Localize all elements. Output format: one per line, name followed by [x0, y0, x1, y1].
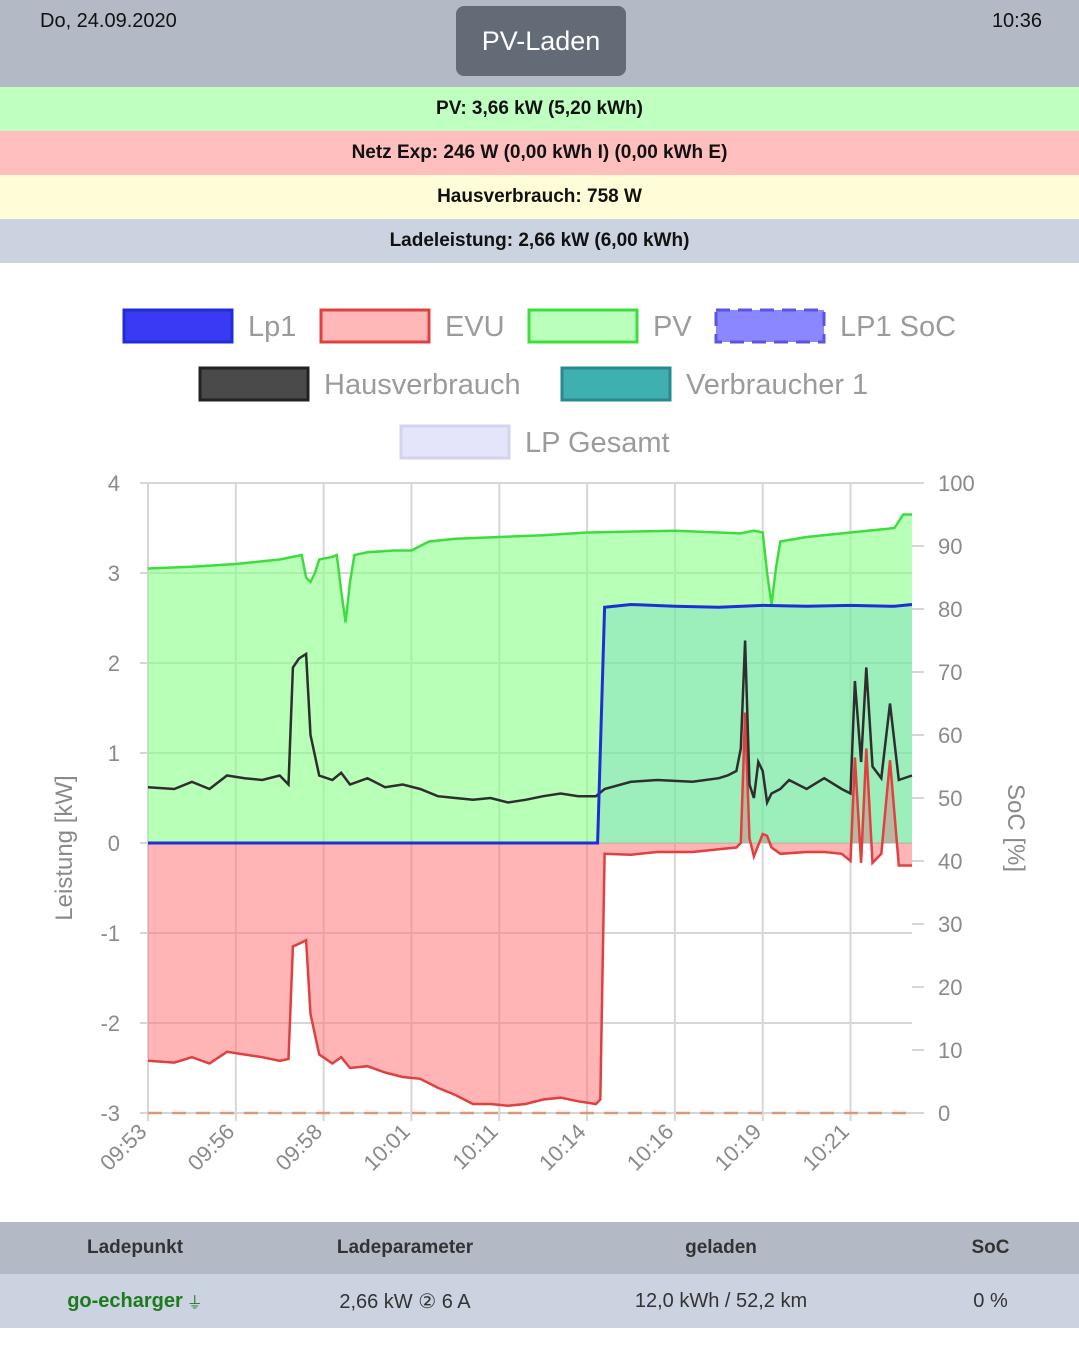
legend-label-haus: Hausverbrauch [324, 369, 521, 401]
header-ladepunkt: Ladepunkt [86, 1237, 184, 1258]
header-ladeparameter: Ladeparameter [336, 1237, 474, 1258]
x-tick-label: 10:01 [358, 1119, 415, 1176]
y-right-tick-label: 90 [938, 534, 962, 559]
legend-label-soc: LP1 SoC [840, 311, 956, 343]
power-chart-svg: Lp1 EVU PV LP1 SoC Hausverbrauch Verbraucher … [51, 308, 1029, 1176]
y-tick-label: 2 [108, 651, 120, 676]
chargepoint-row: go-echarger ⏚ 2,66 kW ② 6 A 12,0 kWh / 5… [0, 1274, 1079, 1328]
y-right-tick-label: 70 [938, 660, 962, 685]
chargepoint-name-cell[interactable]: go-echarger ⏚ [0, 1274, 270, 1328]
y-tick-label: 3 [108, 561, 120, 586]
y-tick-label: 4 [108, 471, 120, 496]
y-right-tick-label: 30 [938, 912, 962, 937]
soc-value: 0 % [973, 1289, 1008, 1312]
y-right-tick-label: 0 [938, 1101, 950, 1126]
header-bar: Do, 24.09.2020 PV-Laden 10:36 [0, 0, 1079, 87]
chargepoint-table-header: Ladepunkt Ladeparameter geladen SoC [0, 1222, 1079, 1274]
legend-swatch-lp_gesamt [399, 424, 511, 460]
header-soc: SoC [971, 1237, 1010, 1258]
y-tick-label: 0 [108, 831, 120, 856]
x-tick-label: 10:19 [710, 1119, 767, 1176]
x-tick-label: 09:58 [271, 1119, 328, 1176]
lp1-area [148, 604, 912, 843]
pv-area [148, 514, 912, 843]
header-geladen: geladen [685, 1237, 757, 1258]
legend-swatch-soc [714, 308, 826, 344]
charged-amount: 12,0 kWh / 52,2 km [634, 1289, 808, 1312]
legend-swatch-pv [527, 308, 639, 344]
haus-line [147, 640, 913, 807]
legend-swatch-evu [319, 308, 431, 344]
charge-mode-button[interactable]: PV-Laden [456, 6, 626, 76]
y-right-tick-label: 100 [938, 471, 975, 496]
y-right-tick-label: 60 [938, 723, 962, 748]
legend-swatch-haus [198, 366, 310, 402]
chargepoint-name[interactable]: go-echarger [67, 1289, 183, 1312]
charge-parameters: 2,66 kW ② 6 A [339, 1290, 471, 1313]
plug-icon: ⏚ [186, 1295, 203, 1312]
legend-swatch-verbraucher [560, 366, 672, 402]
pv-info-row: PV: 3,66 kW (5,20 kWh) [0, 87, 1079, 131]
y-right-tick-label: 50 [938, 786, 962, 811]
y-right-tick-label: 40 [938, 849, 962, 874]
power-chart: Lp1 EVU PV LP1 SoC Hausverbrauch Verbraucher … [0, 263, 1079, 1220]
legend-label-verbraucher: Verbraucher 1 [686, 369, 868, 401]
y-right-tick-label: 10 [938, 1038, 962, 1063]
pv-line [147, 513, 912, 623]
x-tick-label: 10:16 [622, 1119, 679, 1176]
time-label: 10:36 [991, 10, 1042, 32]
date-label: Do, 24.09.2020 [40, 10, 177, 32]
evu-area [148, 712, 912, 1106]
y-right-tick-label: 80 [938, 597, 962, 622]
y-right-tick-label: 20 [938, 975, 962, 1000]
lp1-line [148, 602, 913, 845]
y-tick-label: -1 [100, 921, 120, 946]
legend-label-lp_gesamt: LP Gesamt [525, 427, 670, 459]
y-right-axis-title: SoC [%] [1002, 784, 1029, 872]
y-tick-label: 1 [108, 741, 120, 766]
y-tick-label: -2 [100, 1011, 120, 1036]
x-tick-label: 10:21 [797, 1119, 854, 1176]
evu-line [147, 712, 912, 1108]
x-tick-label: 09:53 [95, 1119, 152, 1176]
y-axis-title: Leistung [kW] [51, 775, 78, 920]
x-tick-label: 10:14 [534, 1119, 591, 1176]
legend-label-evu: EVU [445, 311, 505, 343]
grid-info-row: Netz Exp: 246 W (0,00 kWh I) (0,00 kWh E… [0, 131, 1079, 175]
x-tick-label: 09:56 [183, 1119, 240, 1176]
house-consumption-row: Hausverbrauch: 758 W [0, 175, 1079, 219]
legend-swatch-lp1 [122, 308, 234, 344]
x-tick-label: 10:11 [447, 1119, 502, 1174]
y-tick-label: -3 [100, 1101, 120, 1126]
legend-label-pv: PV [653, 311, 692, 343]
legend-label-lp1: Lp1 [248, 311, 296, 343]
charging-power-row: Ladeleistung: 2,66 kW (6,00 kWh) [0, 219, 1079, 263]
